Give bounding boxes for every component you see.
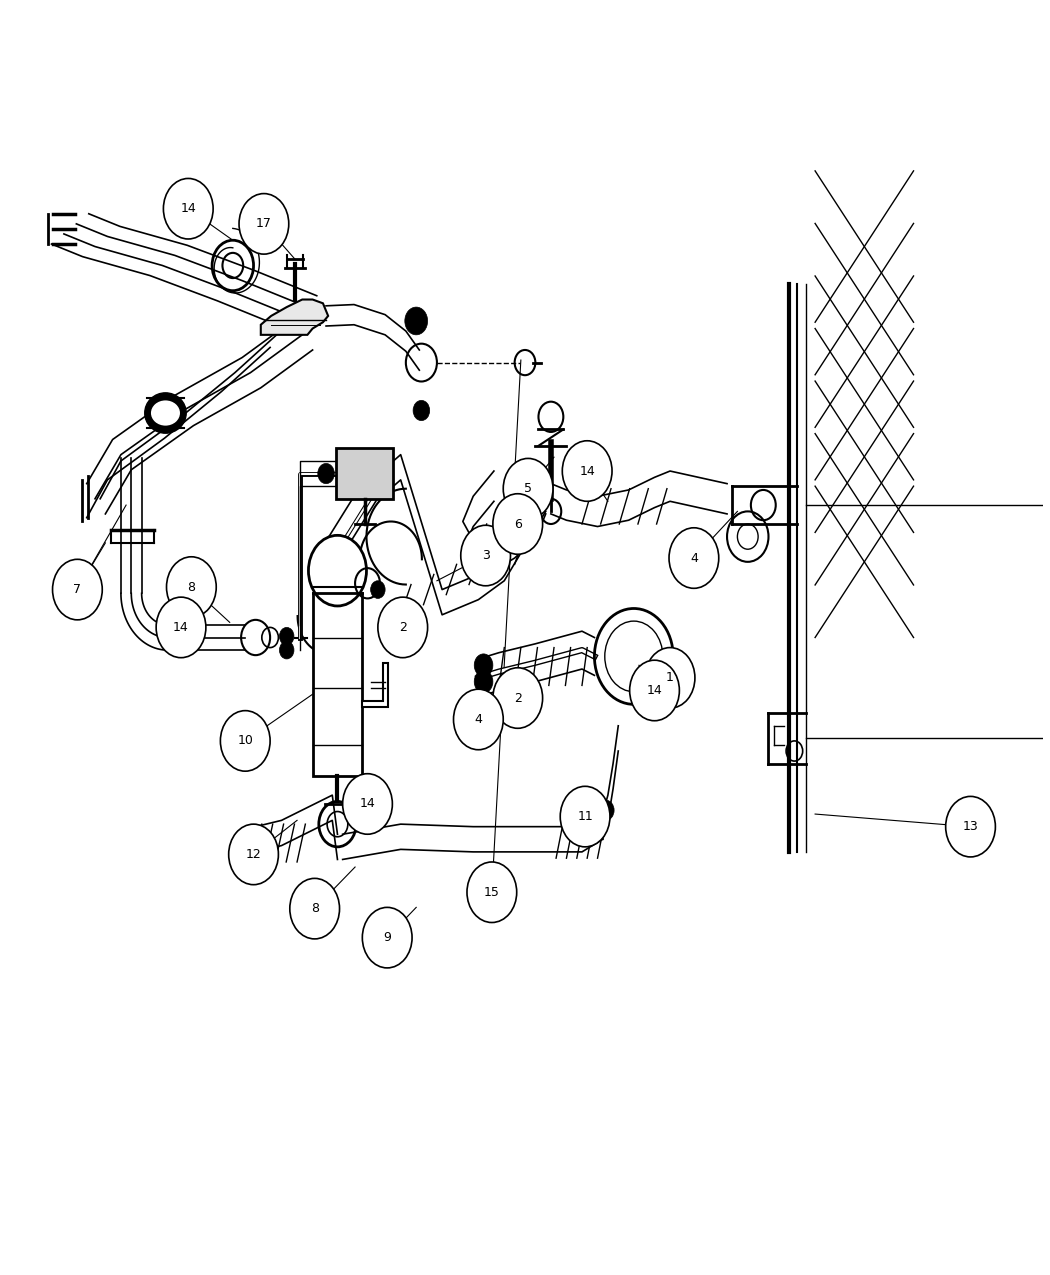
Text: 4: 4: [475, 713, 482, 725]
Circle shape: [405, 307, 427, 335]
Circle shape: [318, 464, 334, 483]
Circle shape: [475, 671, 492, 694]
Bar: [313, 593, 362, 776]
Circle shape: [630, 660, 679, 720]
Circle shape: [475, 654, 492, 677]
Circle shape: [492, 493, 543, 555]
Text: 10: 10: [237, 734, 253, 747]
Text: 12: 12: [246, 848, 261, 861]
Circle shape: [669, 528, 719, 588]
Circle shape: [503, 459, 553, 519]
Circle shape: [279, 627, 294, 645]
Circle shape: [342, 774, 393, 834]
Text: 14: 14: [360, 797, 376, 811]
Text: 2: 2: [399, 621, 406, 634]
Circle shape: [290, 878, 339, 938]
Text: 11: 11: [578, 810, 593, 824]
Text: 9: 9: [383, 931, 392, 945]
Text: 7: 7: [74, 583, 82, 597]
Polygon shape: [260, 300, 329, 335]
Circle shape: [563, 441, 612, 501]
Text: 5: 5: [524, 482, 532, 495]
Circle shape: [362, 908, 412, 968]
Circle shape: [645, 648, 695, 708]
Text: 3: 3: [482, 550, 489, 562]
Ellipse shape: [151, 400, 180, 426]
Circle shape: [413, 400, 429, 421]
Text: 6: 6: [513, 518, 522, 530]
Circle shape: [229, 824, 278, 885]
Circle shape: [454, 690, 503, 750]
Circle shape: [946, 797, 995, 857]
Circle shape: [467, 862, 517, 923]
Bar: [336, 449, 394, 499]
Ellipse shape: [145, 393, 186, 434]
Text: 8: 8: [311, 903, 318, 915]
Circle shape: [167, 557, 216, 617]
Circle shape: [239, 194, 289, 254]
Text: 14: 14: [580, 464, 595, 478]
Circle shape: [492, 668, 543, 728]
Circle shape: [279, 641, 294, 659]
Text: 15: 15: [484, 886, 500, 899]
Text: 13: 13: [963, 820, 979, 833]
Circle shape: [461, 525, 510, 585]
Circle shape: [52, 560, 102, 620]
Text: 4: 4: [690, 552, 698, 565]
Text: 14: 14: [181, 203, 196, 215]
Circle shape: [220, 710, 270, 771]
Text: 1: 1: [666, 672, 674, 685]
Circle shape: [156, 597, 206, 658]
Circle shape: [597, 801, 614, 820]
Circle shape: [561, 787, 610, 847]
Polygon shape: [362, 663, 388, 706]
Circle shape: [164, 179, 213, 238]
Circle shape: [378, 597, 427, 658]
Text: 17: 17: [256, 217, 272, 231]
Circle shape: [371, 580, 385, 598]
Text: 14: 14: [173, 621, 189, 634]
Circle shape: [309, 536, 366, 606]
Text: 14: 14: [647, 683, 663, 697]
Text: 8: 8: [187, 580, 195, 594]
Text: 2: 2: [513, 691, 522, 705]
